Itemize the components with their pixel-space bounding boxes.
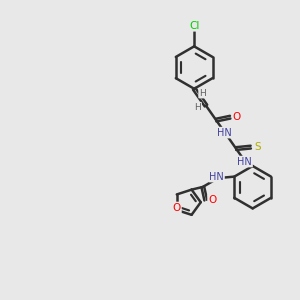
Text: H: H [199,89,206,98]
Text: O: O [232,112,241,122]
Text: S: S [254,142,261,152]
Text: H: H [194,103,201,112]
Text: Cl: Cl [189,21,200,31]
Text: HN: HN [209,172,224,182]
Text: HN: HN [237,157,252,166]
Text: HN: HN [217,128,232,138]
Text: O: O [208,195,216,205]
Text: O: O [173,202,181,212]
